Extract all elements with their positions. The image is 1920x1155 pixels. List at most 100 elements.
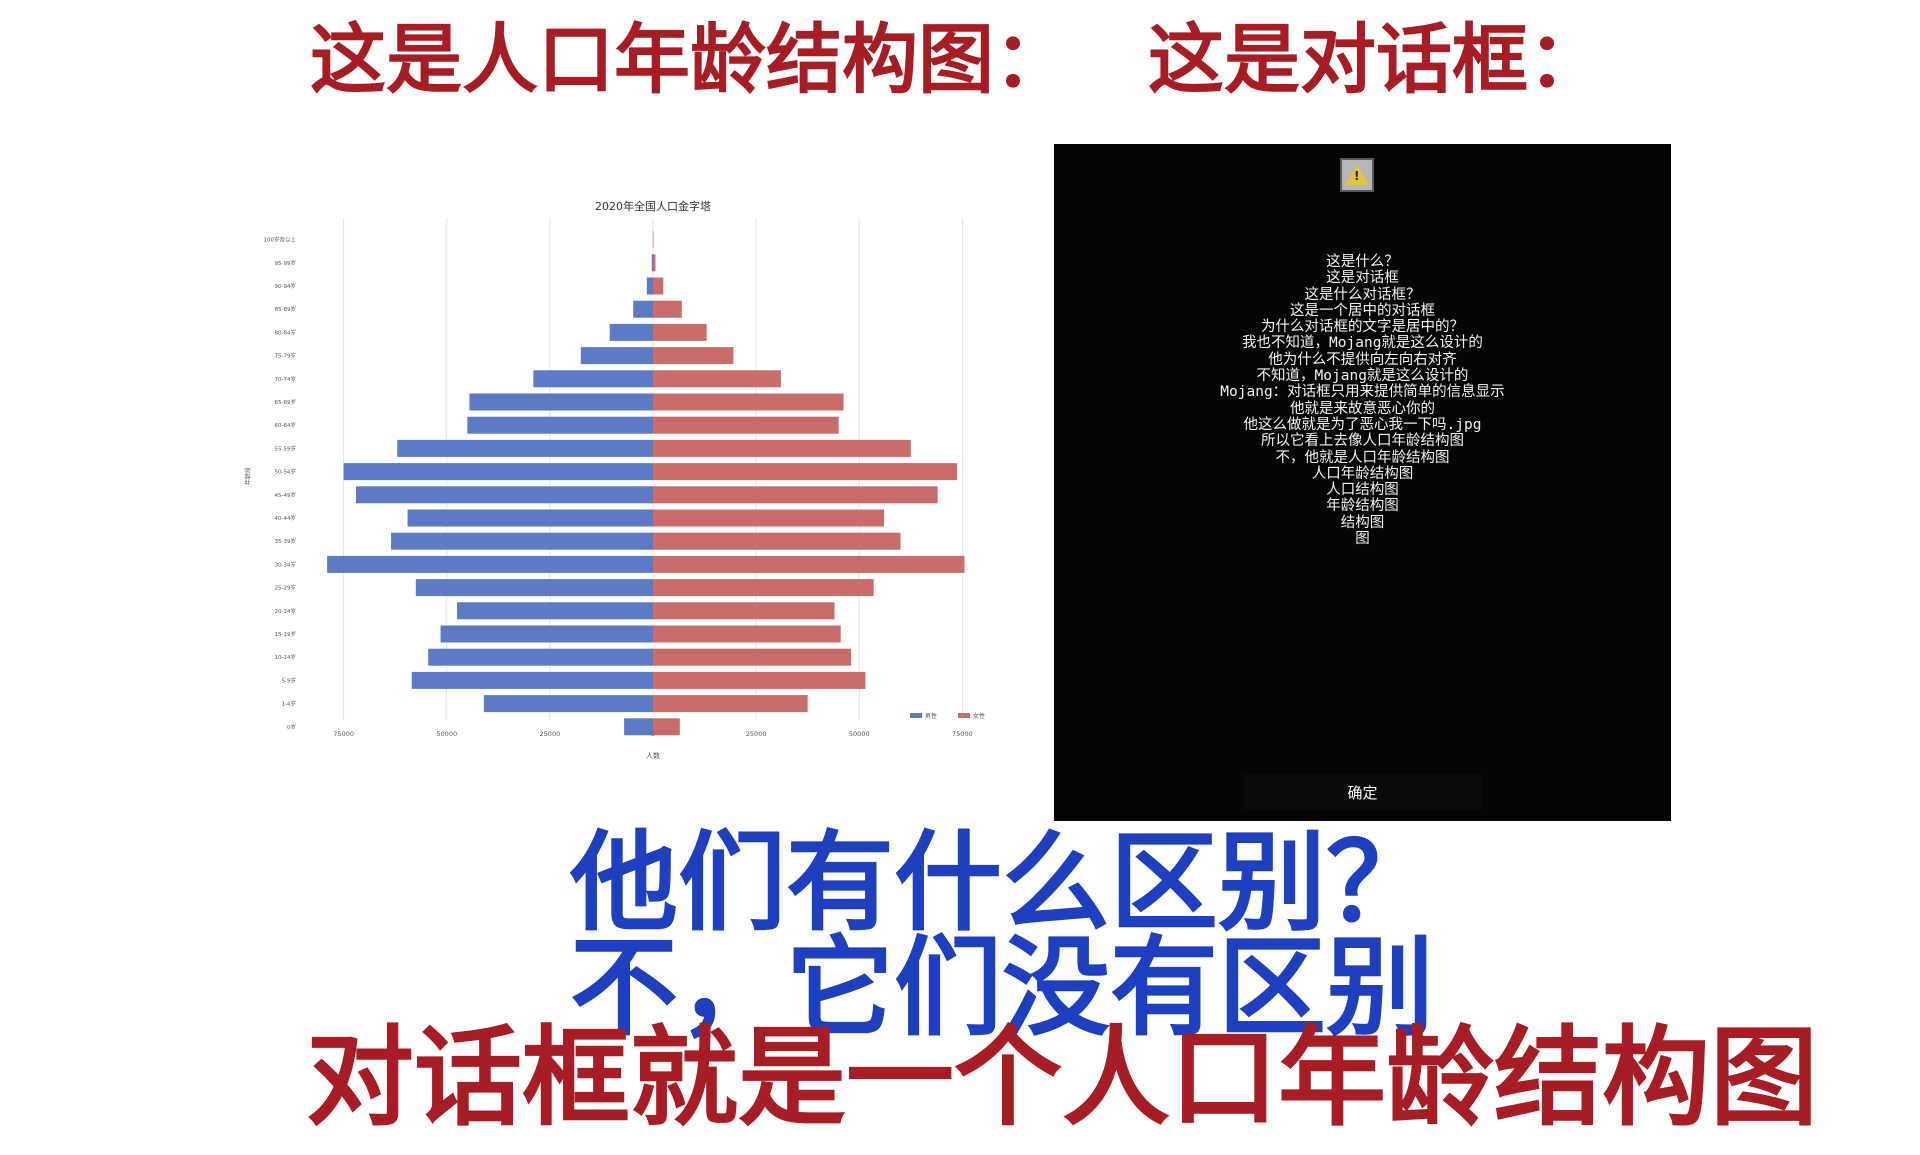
dialog-message: 这是什么？ 这是对话框 这是什么对话框？ 这是一个居中的对话框 为什么对话框的文字是居中…	[1054, 254, 1671, 547]
chart-y-tick-label: 85-89岁	[275, 305, 296, 313]
dialog-line: 所以它看上去像人口年龄结构图	[1261, 433, 1464, 450]
chart-title: 2020年全国人口金字塔	[595, 199, 711, 213]
bar-male	[580, 347, 653, 365]
chart-y-tick-label: 60-64岁	[275, 421, 296, 429]
bar-female	[653, 695, 808, 713]
chart-x-tick-label: 25000	[540, 730, 561, 738]
bar-male	[391, 532, 653, 550]
dialog-box: ! 这是什么？ 这是对话框 这是什么对话框？ 这是一个居中的对话框 为什么对话框的文字是…	[1054, 144, 1671, 821]
chart-x-tick-label: 0	[651, 730, 655, 738]
dialog-line: Mojang：对话框只用来提供简单的信息显示	[1220, 384, 1505, 401]
chart-bars	[327, 231, 965, 736]
dialog-line: 我也不知道，Mojang就是这么设计的	[1242, 335, 1483, 352]
bar-female	[653, 416, 839, 434]
bar-male	[428, 648, 653, 666]
bar-male	[397, 439, 653, 457]
chart-y-tick-label: 75-79岁	[275, 352, 296, 360]
bar-male	[633, 300, 653, 318]
question-text: 他们有什么区别？	[570, 821, 1435, 946]
population-pyramid-chart: 0岁 1-4岁 5-9岁 10-14岁 15-19岁 20-24岁 25-29岁 30-34岁…	[244, 199, 985, 760]
dialog-line: 为什么对话框的文字是居中的？	[1261, 319, 1464, 336]
bar-female	[653, 277, 664, 295]
chart-y-tick-label: 1-4岁	[282, 700, 296, 708]
bar-female	[653, 393, 844, 411]
bar-male	[651, 254, 653, 272]
dialog-line: 这是什么？	[1326, 254, 1399, 270]
bar-female	[653, 323, 707, 341]
heading-dialog: 这是对话框：	[1148, 15, 1604, 104]
bar-female	[653, 486, 938, 504]
chart-y-tick-label: 55-59岁	[275, 444, 296, 452]
dialog-line: 人口结构图	[1326, 482, 1399, 499]
chart-legend: 男性 女性	[910, 712, 985, 720]
dialog-line: 人口年龄结构图	[1311, 465, 1414, 482]
bar-female	[653, 370, 781, 388]
chart-y-tick-label: 25-29岁	[275, 584, 296, 592]
chart-y-tick-label: 0岁	[287, 723, 296, 731]
bar-male	[440, 625, 653, 643]
chart-y-tick-label: 15-19岁	[275, 630, 296, 638]
dialog-line: 不，他就是人口年龄结构图	[1275, 449, 1450, 466]
bar-female	[653, 439, 911, 457]
legend-label: 男性	[925, 712, 937, 720]
ok-button[interactable]: 确定	[1244, 774, 1481, 810]
bar-male	[327, 555, 653, 573]
chart-x-tick-label: 75000	[333, 730, 354, 738]
bar-female	[653, 671, 866, 689]
legend-label: 女性	[973, 712, 985, 720]
chart-y-tick-label: 100岁及以上	[264, 236, 297, 244]
chart-y-tick-label: 10-14岁	[275, 653, 296, 661]
bar-female	[653, 254, 656, 272]
bar-male	[533, 370, 653, 388]
chart-y-axis-label: 年龄段	[244, 467, 252, 485]
bar-male	[467, 416, 653, 434]
legend-swatch	[958, 713, 970, 718]
bar-male	[624, 718, 653, 736]
dialog-line: 他这么做就是为了恶心我一下吗.jpg	[1243, 416, 1482, 433]
dialog-line: 年龄结构图	[1326, 498, 1399, 515]
dialog-line: 这是一个居中的对话框	[1290, 302, 1435, 319]
bar-male	[483, 695, 653, 713]
dialog-line: 他就是来故意恶心你的	[1290, 400, 1435, 417]
chart-x-axis-label: 人数	[646, 751, 660, 760]
bar-male	[469, 393, 653, 411]
chart-y-tick-label: 80-84岁	[275, 328, 296, 336]
bar-female	[653, 625, 841, 643]
chart-y-tick-label: 95-99岁	[275, 259, 296, 267]
bar-male	[411, 671, 653, 689]
bar-female	[653, 509, 884, 527]
bar-male	[343, 463, 653, 481]
dialog-line: 图	[1355, 531, 1370, 548]
chart-y-tick-label: 30-34岁	[275, 560, 296, 568]
bar-male	[407, 509, 653, 527]
chart-y-tick-label: 70-74岁	[275, 375, 296, 383]
dialog-line: 不知道，Mojang就是这么设计的	[1256, 368, 1469, 385]
answer-text: 不，它们没有区别	[570, 926, 1435, 1051]
dialog-line: 这是对话框	[1326, 270, 1399, 287]
chart-x-tick-label: 75000	[952, 730, 973, 738]
chart-y-tick-label: 35-39岁	[275, 537, 296, 545]
bar-female	[653, 579, 874, 597]
bar-female	[653, 718, 680, 736]
heading-population-chart: 这是人口年龄结构图：	[310, 15, 1070, 104]
dialog-line: 结构图	[1340, 514, 1385, 531]
chart-y-tick-labels: 0岁 1-4岁 5-9岁 10-14岁 15-19岁 20-24岁 25-29岁 30-34岁…	[264, 236, 297, 731]
legend-swatch	[910, 713, 922, 718]
bar-male	[415, 579, 653, 597]
bar-female	[653, 463, 958, 481]
bar-male	[646, 277, 653, 295]
chart-x-tick-labels: 75000 50000 25000 0 25000 50000 75000	[333, 730, 972, 738]
dialog-line: 他为什么不提供向左向右对齐	[1268, 351, 1457, 368]
bar-female	[653, 347, 734, 365]
chart-y-tick-label: 90-94岁	[275, 282, 296, 290]
chart-y-tick-label: 50-54岁	[275, 468, 296, 476]
conclusion-text: 对话框就是一个人口年龄结构图	[306, 1016, 1819, 1141]
bar-female	[653, 532, 901, 550]
chart-y-tick-label: 20-24岁	[275, 607, 296, 615]
chart-y-tick-label: 45-49岁	[275, 491, 296, 499]
chart-x-tick-label: 50000	[849, 730, 870, 738]
bar-female	[653, 648, 851, 666]
bar-female	[653, 602, 835, 620]
bar-female	[653, 555, 965, 573]
warning-icon: !	[1340, 158, 1374, 192]
